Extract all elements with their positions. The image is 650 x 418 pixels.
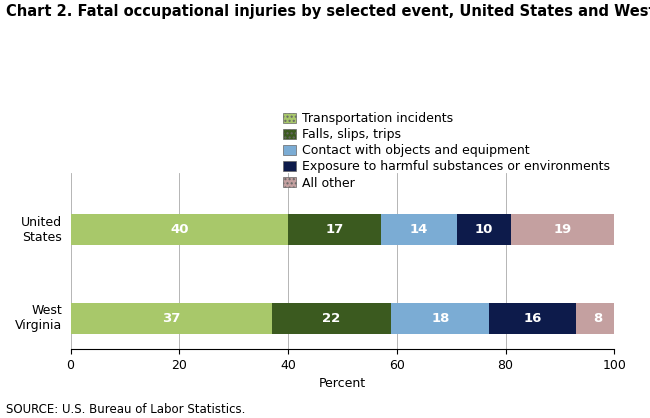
Bar — [577, 303, 619, 334]
Text: 8: 8 — [593, 311, 603, 324]
Bar — [71, 303, 272, 334]
Text: 37: 37 — [162, 311, 180, 324]
Text: 18: 18 — [431, 311, 450, 324]
Text: 40: 40 — [170, 223, 188, 237]
Bar — [489, 303, 577, 334]
Bar — [272, 303, 391, 334]
Text: 19: 19 — [554, 223, 572, 237]
Text: 22: 22 — [322, 311, 341, 324]
Bar — [511, 214, 614, 245]
Bar — [288, 214, 380, 245]
Text: SOURCE: U.S. Bureau of Labor Statistics.: SOURCE: U.S. Bureau of Labor Statistics. — [6, 403, 246, 416]
X-axis label: Percent: Percent — [319, 377, 366, 390]
Text: Chart 2. Fatal occupational injuries by selected event, United States and West V: Chart 2. Fatal occupational injuries by … — [6, 4, 650, 19]
Bar — [457, 214, 511, 245]
Text: 16: 16 — [524, 311, 542, 324]
Text: 14: 14 — [410, 223, 428, 237]
Bar — [380, 214, 457, 245]
Text: 10: 10 — [474, 223, 493, 237]
Text: 17: 17 — [325, 223, 343, 237]
Bar — [391, 303, 489, 334]
Bar — [71, 214, 288, 245]
Legend: Transportation incidents, Falls, slips, trips, Contact with objects and equipmen: Transportation incidents, Falls, slips, … — [283, 112, 610, 190]
